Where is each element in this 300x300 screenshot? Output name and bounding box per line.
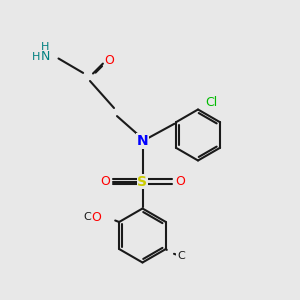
- Text: O: O: [175, 175, 185, 188]
- Text: Cl: Cl: [205, 96, 217, 109]
- Text: O: O: [105, 53, 114, 67]
- Text: N: N: [137, 134, 148, 148]
- Text: H: H: [41, 42, 49, 52]
- Text: N: N: [40, 50, 50, 64]
- Text: H: H: [32, 52, 40, 62]
- Text: O: O: [100, 175, 110, 188]
- Text: C: C: [177, 250, 185, 261]
- Text: S: S: [137, 175, 148, 188]
- Text: O: O: [91, 211, 101, 224]
- Text: C: C: [83, 212, 91, 223]
